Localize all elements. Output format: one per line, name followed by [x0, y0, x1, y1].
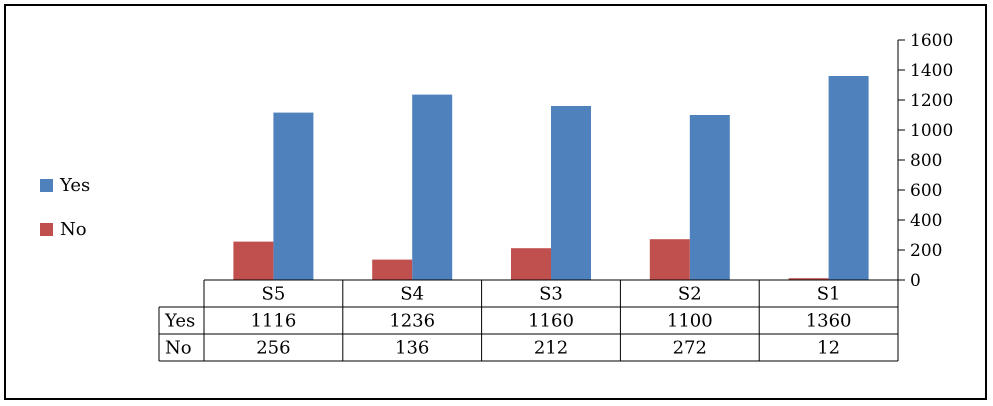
table-cell-no-s1: 12 — [817, 338, 840, 359]
y-tick-label: 800 — [910, 151, 942, 171]
y-tick-label: 0 — [910, 271, 921, 291]
table-header-s5: S5 — [262, 284, 286, 305]
y-tick-label: 1400 — [910, 61, 953, 81]
legend-swatch-no — [40, 223, 53, 236]
data-table: S5 S4 S3 S2 S1 Yes 1116 1236 1160 1100 1360 No 256 13… — [158, 279, 899, 362]
legend-label-yes: Yes — [59, 175, 90, 196]
bar-no-s3 — [511, 248, 551, 280]
bar-no-s2 — [649, 239, 690, 280]
table-cell-no-s3: 212 — [534, 338, 568, 359]
bar-yes-s5 — [273, 112, 314, 280]
bar-yes-s2 — [689, 115, 730, 280]
table-header-s2: S2 — [678, 284, 702, 305]
table-header-s1: S1 — [817, 284, 841, 305]
table-cell-yes-s2: 1100 — [667, 311, 713, 332]
legend-swatch-yes — [40, 179, 53, 192]
legend: Yes No — [40, 175, 90, 240]
y-axis: 0 200 400 600 800 1000 1200 1400 1600 — [897, 31, 953, 291]
y-tick-label: 400 — [910, 211, 942, 231]
bar-no-s1 — [788, 278, 829, 280]
table-header-s3: S3 — [539, 284, 563, 305]
chart-frame: 0 200 400 600 800 1000 1200 1400 1600 Yes No S5 S4… — [4, 4, 987, 400]
bar-chart: 0 200 400 600 800 1000 1200 1400 1600 Yes No S5 S4… — [40, 31, 953, 362]
table-header-s4: S4 — [400, 284, 424, 305]
table-cell-no-s4: 136 — [395, 338, 429, 359]
y-tick-label: 600 — [910, 181, 942, 201]
bar-no-s4 — [372, 259, 413, 280]
legend-label-no: No — [60, 219, 87, 240]
y-tick-label: 1200 — [910, 91, 953, 111]
table-cell-yes-s1: 1360 — [806, 311, 852, 332]
y-tick-label: 1000 — [910, 121, 953, 141]
table-cell-no-s2: 272 — [673, 338, 707, 359]
y-tick-label: 1600 — [910, 31, 953, 51]
bar-yes-s3 — [551, 106, 591, 280]
bar-yes-s1 — [828, 76, 869, 280]
y-tick-label: 200 — [910, 241, 942, 261]
table-cell-yes-s5: 1116 — [250, 311, 296, 332]
table-row-label-yes: Yes — [164, 311, 195, 332]
table-cell-yes-s4: 1236 — [389, 311, 435, 332]
table-cell-no-s5: 256 — [256, 338, 290, 359]
bars-group — [233, 76, 869, 280]
bar-no-s5 — [233, 241, 274, 280]
bar-yes-s4 — [412, 94, 453, 280]
table-row-label-no: No — [165, 338, 192, 359]
table-cell-yes-s3: 1160 — [528, 311, 574, 332]
